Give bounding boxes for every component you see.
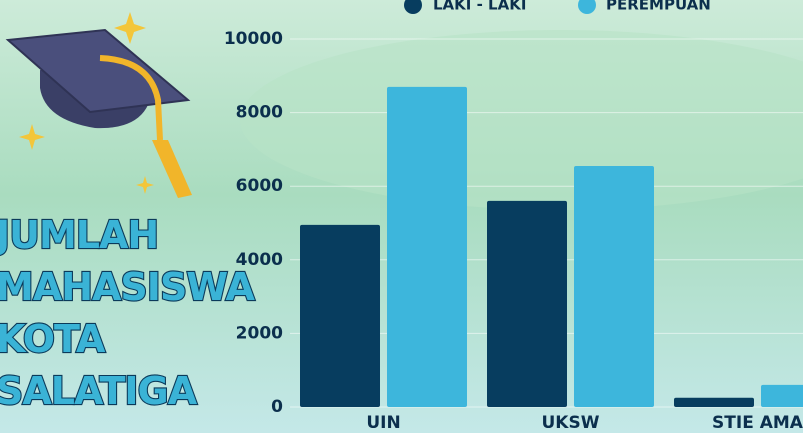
chart-title: SALATIGA bbox=[0, 369, 198, 413]
y-tick-label: 6000 bbox=[236, 176, 283, 196]
bar bbox=[674, 397, 754, 407]
graduation-cap bbox=[5, 12, 192, 198]
x-tick-label: UKSW bbox=[542, 413, 600, 433]
x-tick-label: STIE AMA bbox=[712, 413, 803, 433]
hill bbox=[240, 30, 803, 210]
y-tick-label: 0 bbox=[271, 397, 283, 417]
bar bbox=[387, 86, 467, 407]
y-tick-label: 8000 bbox=[236, 103, 283, 123]
y-tick-label: 10000 bbox=[224, 29, 283, 49]
bar bbox=[487, 200, 567, 407]
chart-title: MAHASISWA bbox=[0, 265, 256, 309]
y-tick-label: 2000 bbox=[236, 323, 283, 343]
legend-label: LAKI - LAKI bbox=[433, 0, 526, 14]
y-tick-label: 4000 bbox=[236, 250, 283, 270]
chart-title: JUMLAH bbox=[0, 213, 158, 257]
bar bbox=[574, 165, 654, 407]
legend-label: PEREMPUAN bbox=[606, 0, 711, 14]
bar bbox=[300, 224, 380, 407]
x-tick-label: UIN bbox=[366, 413, 400, 433]
chart-title: KOTA bbox=[0, 317, 106, 361]
legend-swatch bbox=[404, 0, 422, 14]
legend-swatch bbox=[578, 0, 596, 14]
bar bbox=[761, 384, 803, 407]
